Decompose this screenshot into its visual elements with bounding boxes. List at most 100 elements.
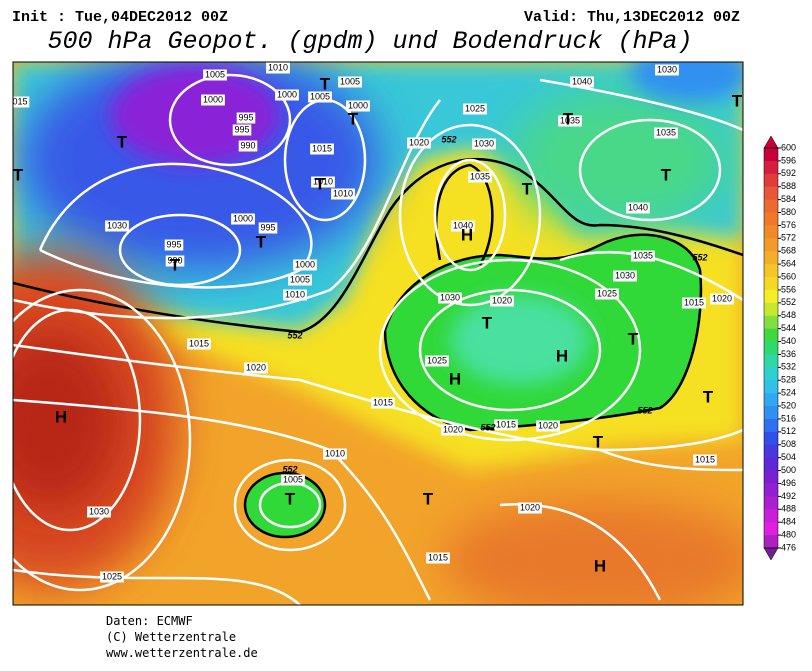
legend-swatch (764, 444, 778, 459)
isobar-label: 015 (12, 96, 27, 106)
legend-label: 600 (781, 142, 796, 152)
label-box (293, 259, 317, 271)
label-box (258, 222, 278, 234)
contour-552 (243, 471, 327, 539)
label-box (438, 292, 462, 304)
label-box (232, 124, 252, 136)
label-box (266, 62, 290, 74)
init-time: Init : Tue,04DEC2012 00Z (12, 9, 228, 26)
pressure-center: T (732, 91, 743, 110)
field-orange-se (440, 500, 743, 605)
isobar (539, 78, 743, 132)
isobar-label: 1005 (310, 91, 330, 101)
contour-label: 552 (287, 330, 302, 340)
label-box (187, 338, 211, 350)
legend-label: 560 (781, 271, 796, 281)
legend-label: 548 (781, 310, 796, 320)
map-labels: 015 1005 1010 1005 1000 1000 1005 1000 995 995 990… (12, 62, 743, 583)
isobar-label: 1010 (333, 188, 353, 198)
field-purple (110, 65, 280, 165)
legend-swatch (764, 160, 778, 175)
legend-label: 476 (781, 542, 796, 552)
legend-label: 592 (781, 168, 796, 178)
legend-label: 556 (781, 284, 796, 294)
legend-swatch (764, 289, 778, 304)
copyright: (C) Wetterzentrale (106, 630, 236, 644)
legend-label: 540 (781, 336, 796, 346)
label-box (631, 250, 655, 262)
contour-552 (435, 163, 494, 266)
legend-swatch (764, 393, 778, 407)
label-box (87, 506, 111, 518)
isobar (13, 568, 301, 605)
isobar-label: 1020 (520, 502, 540, 512)
label-box (13, 96, 30, 108)
legend-swatch (764, 238, 778, 252)
legend-swatch (764, 535, 778, 549)
isobar-label: 995 (166, 239, 181, 249)
isobar-label: 1000 (348, 100, 368, 110)
legend-label: 520 (781, 400, 796, 410)
pressure-center: T (563, 109, 574, 128)
label-box (595, 288, 619, 300)
isobar-label: 1030 (440, 292, 460, 302)
isobar-label: 1035 (633, 250, 653, 260)
isobar (13, 288, 192, 592)
field-green-low (245, 473, 325, 537)
legend-swatch (764, 251, 778, 265)
color-legend: 600 596 592 588 584 580 576 572 568 564 560 556 552 5… (763, 135, 796, 561)
legend-swatch (764, 406, 778, 420)
isobar (118, 213, 242, 287)
label-box (655, 64, 679, 76)
isobar-label: 1000 (233, 213, 253, 223)
legend-swatch (764, 341, 778, 355)
isobar (398, 123, 542, 307)
pressure-center: T (703, 387, 714, 406)
label-box (693, 454, 717, 466)
isobar-label: 1035 (470, 171, 490, 181)
legend-label: 580 (781, 207, 796, 217)
legend-label: 480 (781, 529, 796, 539)
isobar-label: 995 (238, 112, 253, 122)
legend-swatch (764, 186, 778, 201)
legend-label: 492 (781, 491, 796, 501)
legend-swatch (764, 315, 778, 330)
pressure-center: T (628, 329, 639, 348)
legend-label: 536 (781, 349, 796, 359)
label-box (311, 176, 335, 188)
label-box (288, 274, 312, 286)
isobar (378, 258, 642, 442)
isobar-label: 1010 (268, 62, 288, 72)
legend-swatch (764, 354, 778, 368)
label-box (338, 76, 362, 88)
pressure-center: H (594, 556, 606, 575)
label-box (236, 112, 256, 124)
pressure-center: H (449, 369, 461, 388)
legend-label: 532 (781, 362, 796, 372)
map-field: 015 1005 1010 1005 1000 1000 1005 1000 995 995 990… (12, 62, 743, 605)
contour-552 (13, 157, 743, 334)
isobar (578, 118, 722, 222)
legend-label: 516 (781, 413, 796, 423)
legend-swatch (764, 431, 778, 446)
isobar (433, 158, 507, 272)
legend-label: 496 (781, 478, 796, 488)
pressure-center: T (661, 165, 672, 184)
isobar (233, 458, 347, 552)
label-box (244, 362, 268, 374)
isobar-label: 1030 (89, 506, 109, 516)
isobar-label: 1020 (409, 137, 429, 147)
label-box (490, 295, 514, 307)
isobar-label: 1035 (560, 115, 580, 125)
label-box (654, 127, 678, 139)
pressure-center: T (285, 489, 296, 508)
legend-label: 572 (781, 233, 796, 243)
isobar-label: 1025 (102, 571, 122, 581)
isobar-label: 1030 (474, 138, 494, 148)
isobar-label: 1040 (453, 220, 473, 230)
label-box (472, 138, 496, 150)
legend-label: 512 (781, 426, 796, 436)
map-frame (12, 61, 744, 606)
isobar (13, 343, 743, 452)
label-box (308, 91, 332, 103)
